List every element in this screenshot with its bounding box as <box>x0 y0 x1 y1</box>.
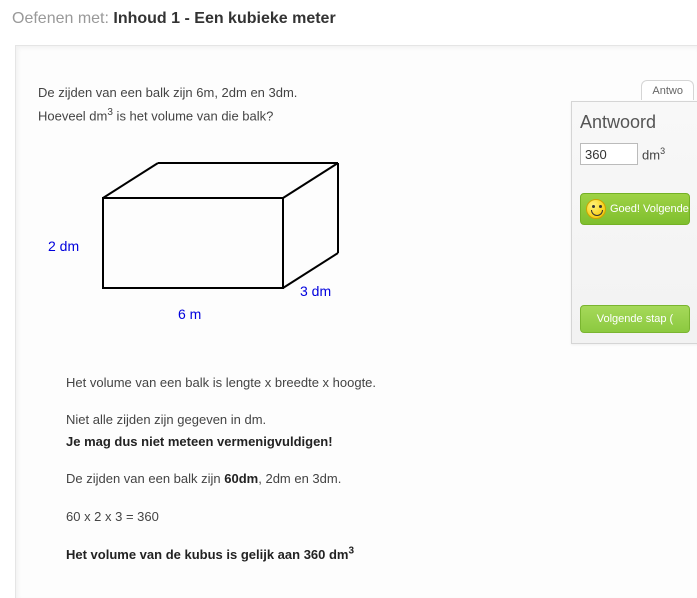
page-header: Oefenen met: Inhoud 1 - Een kubieke mete… <box>0 0 697 36</box>
cuboid-svg <box>78 148 398 348</box>
explain-p4: De zijden van een balk zijn 60dm, 2dm en… <box>66 469 558 489</box>
main-panel: De zijden van een balk zijn 6m, 2dm en 3… <box>15 45 697 598</box>
feedback-text: Goed! Volgende v <box>610 203 690 215</box>
question-text: De zijden van een balk zijn 6m, 2dm en 3… <box>38 82 558 128</box>
explain-p1: Het volume van een balk is lengte x bree… <box>66 373 558 393</box>
feedback-banner: Goed! Volgende v <box>580 193 690 225</box>
question-line-2: Hoeveel dm3 is het volume van die balk? <box>38 104 558 127</box>
next-step-button[interactable]: Volgende stap ( <box>580 305 690 333</box>
explain-p5: 60 x 2 x 3 = 360 <box>66 507 558 527</box>
dim-height-label: 2 dm <box>48 238 79 254</box>
content-area: De zijden van een balk zijn 6m, 2dm en 3… <box>38 82 558 583</box>
answer-input[interactable] <box>580 143 638 165</box>
explain-p2: Niet alle zijden zijn gegeven in dm. <box>66 410 558 430</box>
dim-depth-label: 3 dm <box>300 283 331 299</box>
header-prefix: Oefenen met: <box>12 10 113 27</box>
answer-title: Antwoord <box>580 112 690 133</box>
explanation: Het volume van een balk is lengte x bree… <box>66 373 558 565</box>
answer-unit: dm3 <box>642 146 665 162</box>
cuboid-diagram: 2 dm 6 m 3 dm <box>78 148 398 348</box>
answer-panel: Antwo Antwoord dm3 Goed! Volgende v Volg… <box>571 101 697 344</box>
answer-row: dm3 <box>580 143 690 165</box>
answer-inner: Antwoord dm3 Goed! Volgende v <box>572 102 697 285</box>
answer-tab[interactable]: Antwo <box>641 80 694 100</box>
explain-p3: Je mag dus niet meteen vermenigvuldigen! <box>66 432 558 452</box>
question-line-1: De zijden van een balk zijn 6m, 2dm en 3… <box>38 82 558 104</box>
explain-p6: Het volume van de kubus is gelijk aan 36… <box>66 544 558 565</box>
smiley-icon <box>586 199 606 219</box>
header-title: Inhoud 1 - Een kubieke meter <box>113 10 335 27</box>
dim-width-label: 6 m <box>178 306 201 322</box>
